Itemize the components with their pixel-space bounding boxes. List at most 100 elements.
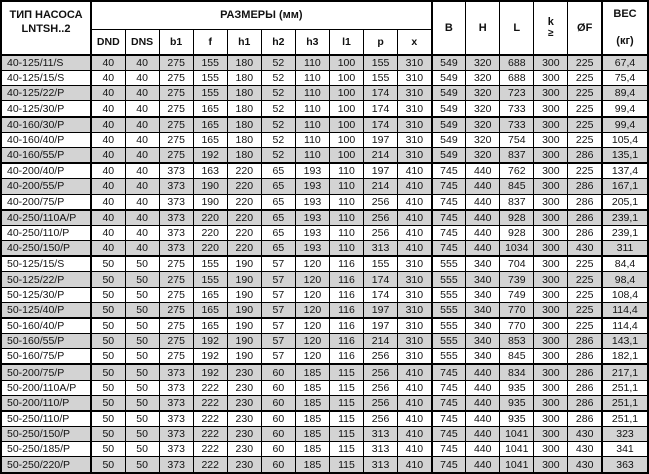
value-cell: 222	[192, 441, 228, 458]
value-cell: 60	[260, 394, 296, 412]
value-cell: 120	[294, 255, 330, 273]
value-cell: 410	[397, 456, 433, 474]
value-cell: 225	[567, 271, 604, 288]
value-cell: 220	[192, 240, 228, 258]
value-cell: 115	[328, 379, 365, 396]
value-cell: 193	[294, 162, 330, 180]
value-cell: 549	[431, 146, 467, 165]
value-cell: 50	[90, 363, 126, 381]
value-cell: 50	[124, 301, 160, 319]
value-cell: 50	[90, 286, 126, 303]
value-cell: 50	[124, 379, 160, 396]
value-cell: 115	[328, 363, 365, 381]
value-cell: 57	[260, 348, 296, 366]
value-cell: 733	[499, 116, 535, 133]
pump-row: 50-160/75/P 50 50 275 192 190 57 120 116 256 310 55…	[0, 348, 649, 366]
value-cell: 115	[328, 394, 365, 412]
value-cell: 50	[90, 410, 126, 428]
value-cell: 549	[431, 70, 467, 87]
pump-type-cell: 50-250/150/P	[0, 426, 92, 443]
value-cell: 256	[362, 193, 399, 211]
value-cell: 165	[192, 286, 228, 303]
value-cell: 225	[567, 116, 604, 133]
value-cell: 286	[567, 193, 604, 211]
value-cell: 311	[601, 240, 649, 258]
value-cell: 410	[397, 363, 433, 381]
value-cell: 165	[192, 301, 228, 319]
value-cell: 52	[260, 70, 296, 87]
value-cell: 555	[431, 317, 467, 335]
value-cell: 310	[397, 85, 433, 102]
value-cell: 739	[499, 271, 535, 288]
pump-type-cell: 50-125/30/P	[0, 286, 92, 303]
value-cell: 197	[362, 301, 399, 319]
value-cell: 40	[90, 100, 126, 118]
value-cell: 205,1	[601, 193, 649, 211]
value-cell: 220	[192, 224, 228, 242]
value-cell: 300	[533, 116, 569, 133]
value-cell: 745	[431, 209, 467, 226]
value-cell: 100	[328, 116, 365, 133]
value-cell: 430	[567, 240, 604, 258]
value-cell: 320	[465, 100, 501, 118]
value-cell: 410	[397, 178, 433, 195]
value-cell: 430	[567, 456, 604, 474]
weight-header-unit: (кг)	[616, 35, 634, 47]
value-cell: 40	[90, 193, 126, 211]
value-cell: 340	[465, 286, 501, 303]
value-cell: 286	[567, 209, 604, 226]
value-cell: 310	[397, 116, 433, 133]
value-cell: 65	[260, 209, 296, 226]
value-cell: 256	[362, 209, 399, 226]
value-cell: 300	[533, 193, 569, 211]
value-cell: 300	[533, 363, 569, 381]
value-cell: 373	[158, 363, 194, 381]
value-cell: 180	[226, 116, 262, 133]
value-cell: 410	[397, 209, 433, 226]
value-cell: 745	[431, 363, 467, 381]
value-cell: 167,1	[601, 178, 649, 195]
value-cell: 192	[192, 146, 228, 165]
pump-type-cell: 40-200/75/P	[0, 193, 92, 211]
pump-row: 40-125/15/S 40 40 275 155 180 52 110 100 155 310 54…	[0, 70, 649, 87]
value-cell: 174	[362, 286, 399, 303]
value-cell: 220	[226, 209, 262, 226]
value-cell: 197	[362, 131, 399, 148]
value-cell: 555	[431, 301, 467, 319]
pump-type-cell: 50-125/22/P	[0, 271, 92, 288]
value-cell: 155	[192, 255, 228, 273]
pump-type-cell: 50-160/40/P	[0, 317, 92, 335]
pump-type-cell: 50-250/110/P	[0, 410, 92, 428]
pump-type-cell: 50-160/75/P	[0, 348, 92, 366]
value-cell: 60	[260, 441, 296, 458]
value-cell: 762	[499, 162, 535, 180]
value-cell: 745	[431, 240, 467, 258]
value-cell: 40	[90, 131, 126, 148]
value-cell: 50	[90, 348, 126, 366]
value-cell: 143,1	[601, 333, 649, 350]
value-cell: 430	[567, 441, 604, 458]
pump-type-cell: 40-200/40/P	[0, 162, 92, 180]
value-cell: 222	[192, 426, 228, 443]
value-cell: 286	[567, 146, 604, 165]
value-cell: 549	[431, 54, 467, 72]
value-cell: 60	[260, 379, 296, 396]
value-cell: 185	[294, 456, 330, 474]
col-header-l1: l1	[328, 28, 365, 56]
value-cell: 165	[192, 100, 228, 118]
value-cell: 65	[260, 240, 296, 258]
value-cell: 52	[260, 131, 296, 148]
value-cell: 300	[533, 146, 569, 165]
value-cell: 373	[158, 379, 194, 396]
pump-row: 40-125/11/S 40 40 275 155 180 52 110 100 155 310 54…	[0, 54, 649, 72]
value-cell: 300	[533, 379, 569, 396]
value-cell: 300	[533, 178, 569, 195]
value-cell: 300	[533, 410, 569, 428]
value-cell: 52	[260, 116, 296, 133]
value-cell: 275	[158, 54, 194, 72]
value-cell: 50	[124, 271, 160, 288]
value-cell: 180	[226, 54, 262, 72]
value-cell: 373	[158, 410, 194, 428]
value-cell: 65	[260, 224, 296, 242]
